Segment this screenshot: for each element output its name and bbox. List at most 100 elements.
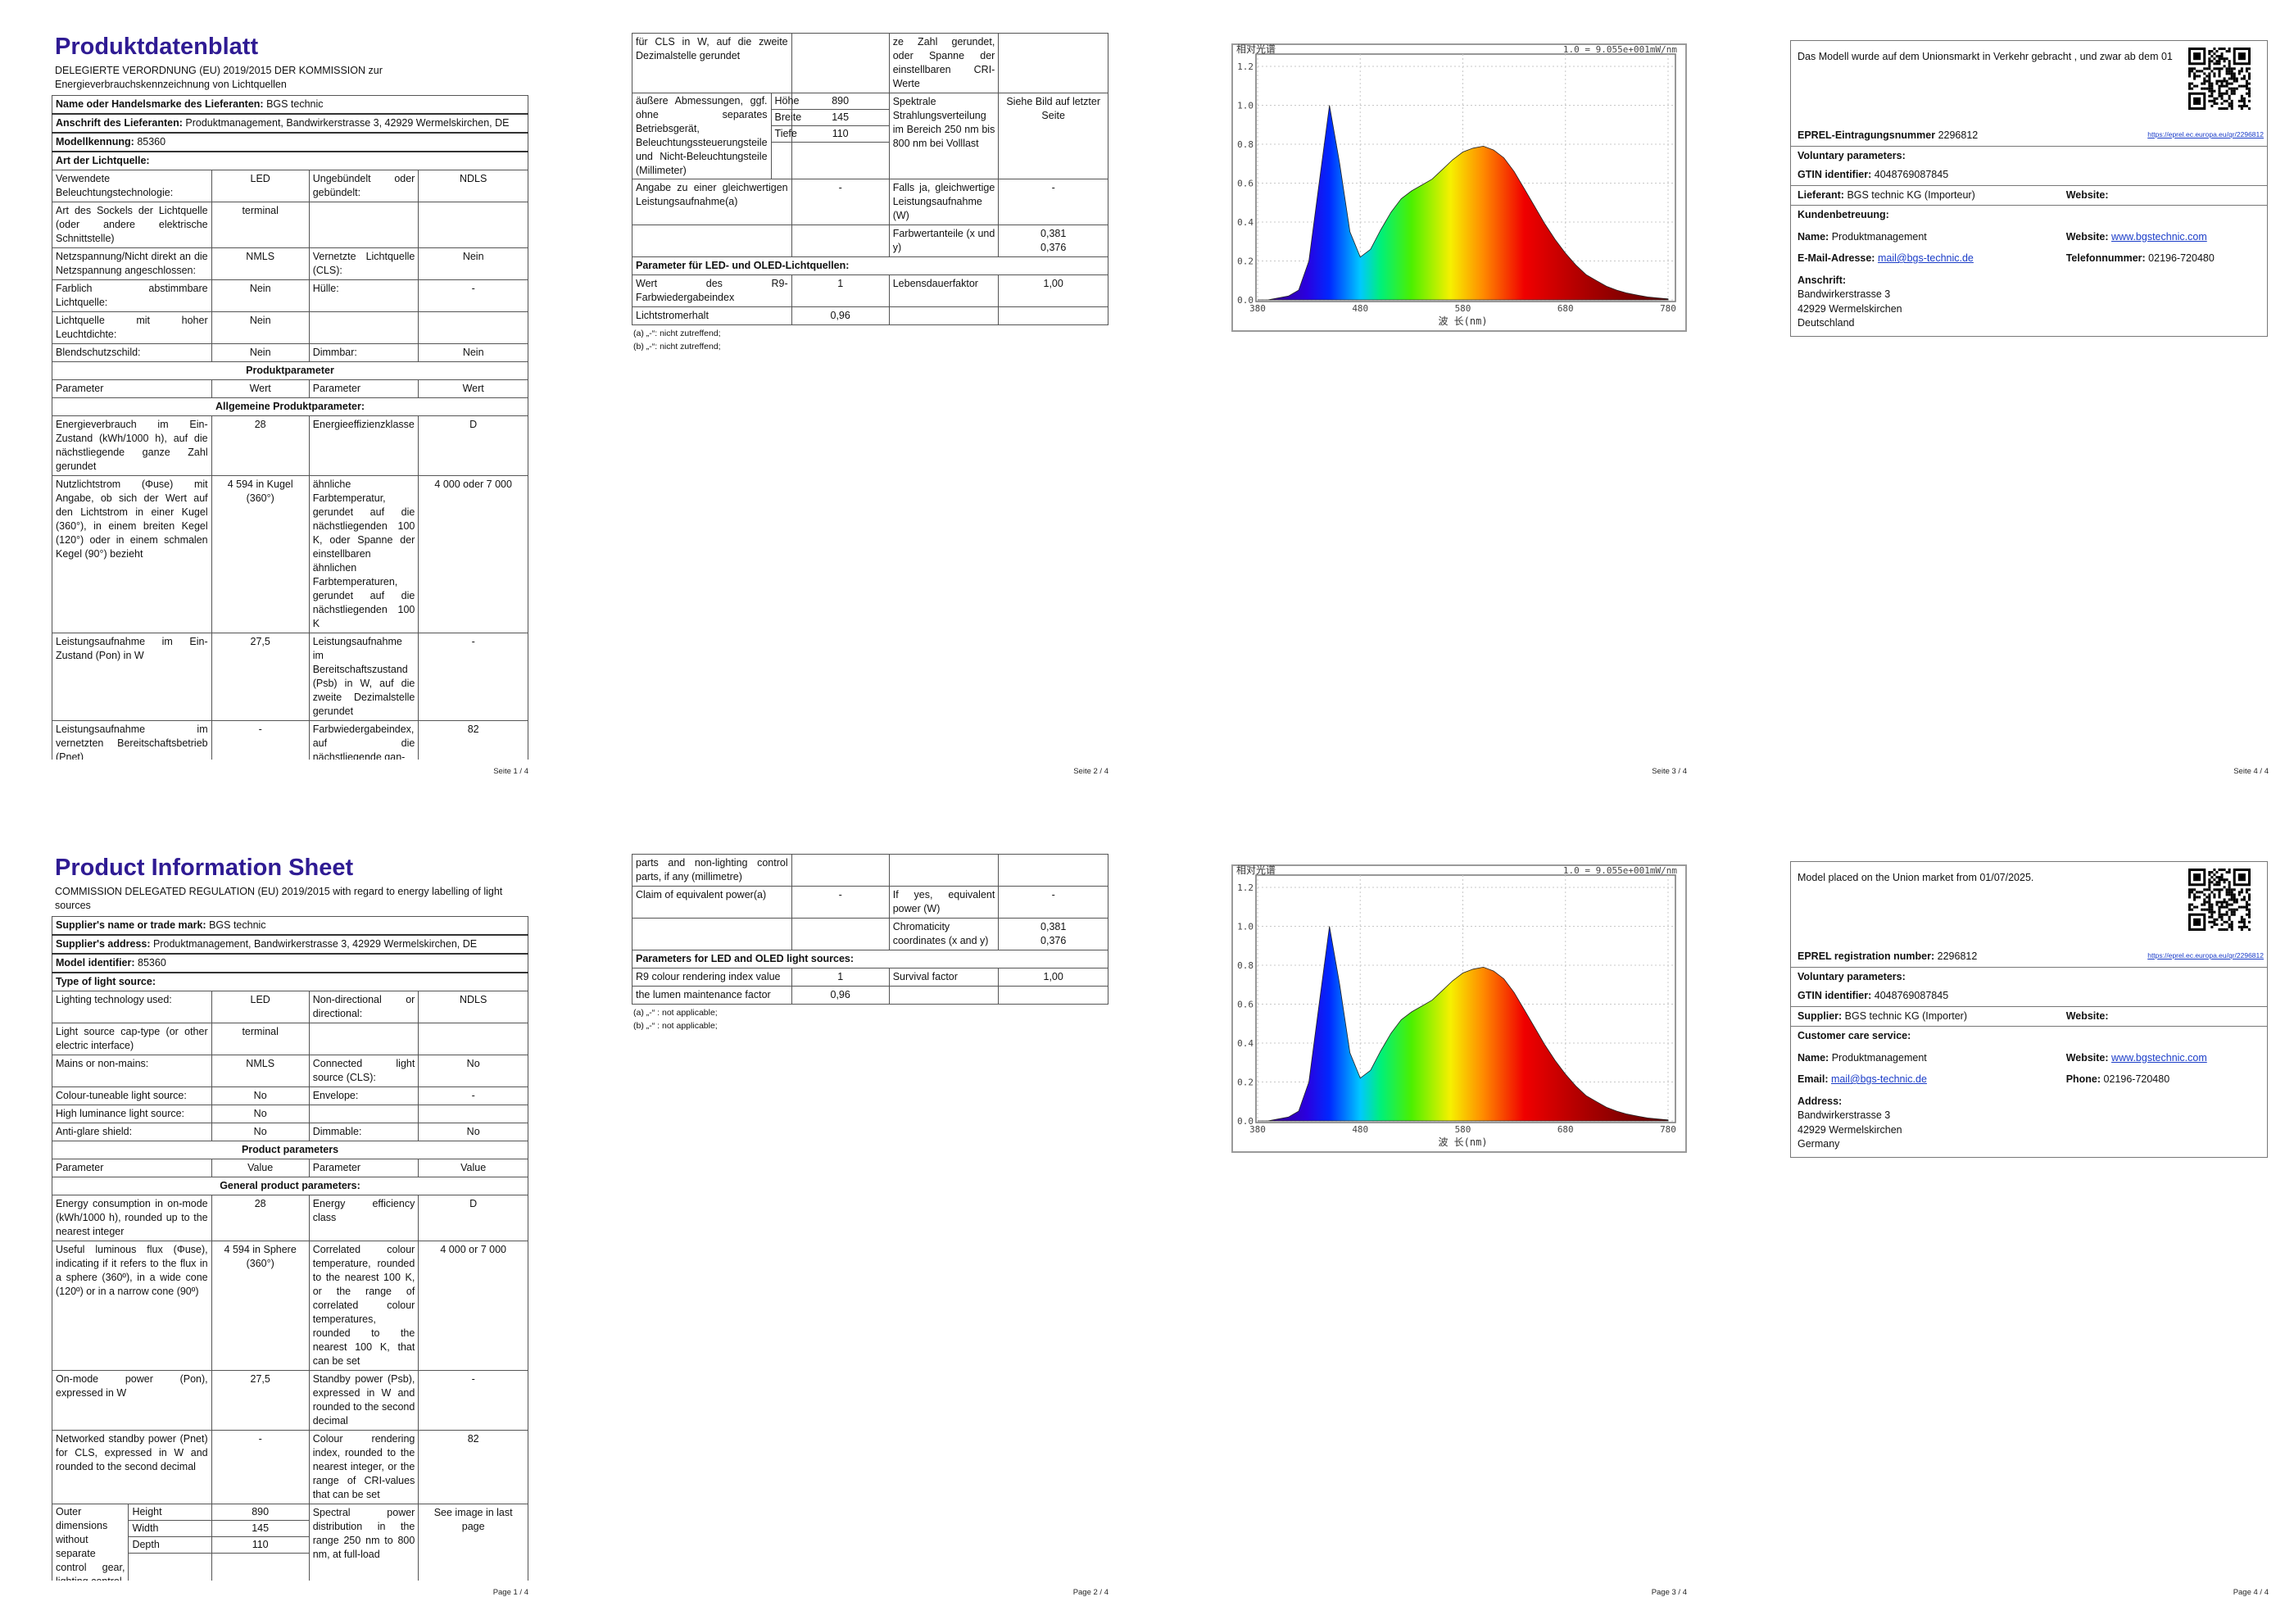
table-cell: No [211, 1086, 310, 1105]
qr-module [2188, 903, 2192, 906]
contact-field: Name: Produktmanagement [1798, 230, 2066, 245]
qr-module [2237, 99, 2241, 102]
qr-module [2240, 70, 2243, 73]
qr-module [2228, 62, 2231, 66]
qr-module [2203, 888, 2206, 891]
qr-module [2218, 876, 2221, 879]
table-cell: 4 000 or 7 000 [418, 1240, 528, 1371]
table-row: Leistungsaufnahme im vernetzten Bereitsc… [52, 719, 528, 760]
qr-module [2213, 102, 2216, 105]
qr-module [2230, 75, 2233, 78]
table-cell: NMLS [211, 247, 310, 280]
field-value: BGS technic KG (Importer) [1844, 1009, 1968, 1022]
cell-text: terminal [242, 204, 279, 216]
table-cell: Type of light source: [52, 972, 528, 991]
qr-module [2228, 898, 2231, 901]
qr-module [2198, 891, 2201, 894]
qr-module [2213, 918, 2216, 921]
table-cell: äußere Abmessungen, ggf. ohne separates … [632, 93, 805, 179]
table-row: für CLS in W, auf die zweite Dezimalstel… [632, 33, 1108, 93]
table-cell: 4 000 oder 7 000 [418, 474, 528, 633]
table-row: äußere Abmessungen, ggf. ohne separates … [632, 93, 1108, 179]
table-row: Product parameters [52, 1140, 528, 1159]
contact-link[interactable]: www.bgstechnic.com [2111, 1051, 2207, 1064]
qr-module [2223, 48, 2226, 51]
qr-module [2240, 107, 2243, 110]
y-tick-label: 0.6 [1237, 179, 1254, 189]
table-cell: Wert [418, 379, 528, 398]
qr-module [2193, 905, 2197, 909]
qr-module [2210, 920, 2214, 923]
address-line: Deutschland [1798, 317, 1855, 329]
qr-finder [2193, 918, 2201, 926]
cell-text: Dimmable: [312, 1125, 362, 1137]
cell-text: - [471, 282, 475, 294]
table-cell: 890 145 110 [211, 1503, 310, 1581]
table-cell [998, 33, 1108, 93]
qr-module [2208, 881, 2211, 884]
contact-link[interactable]: mail@bgs-technic.de [1877, 252, 1974, 264]
cell-text: Correlated colour temperature, rounded t… [312, 1243, 415, 1367]
dimension-row: 145 [211, 1520, 309, 1537]
eprel-row: EPREL-Eintragungsnummer 2296812 https://e… [1791, 126, 2267, 147]
qr-module [2210, 925, 2214, 928]
qr-module [2218, 905, 2221, 909]
table-cell: Vernetzte Lichtquelle (CLS): [308, 247, 419, 280]
qr-module [2218, 896, 2221, 899]
contact-row: E-Mail-Adresse: mail@bgs-technic.de Telef… [1791, 247, 2267, 269]
qr-module [2210, 881, 2214, 884]
qr-code [2188, 869, 2251, 931]
qr-module [2215, 900, 2219, 904]
data-table: Supplier's name or trade mark: BGS techn… [52, 915, 528, 1581]
qr-module [2218, 67, 2221, 70]
qr-module [2213, 97, 2216, 100]
qr-module [2228, 70, 2231, 73]
qr-module [2208, 910, 2211, 914]
qr-module [2230, 891, 2233, 894]
qr-module [2230, 99, 2233, 102]
y-tick-label: 0.8 [1237, 139, 1254, 150]
regulation: COMMISSION DELEGATED REGULATION (EU) 201… [55, 885, 503, 911]
table-cell [888, 854, 1000, 887]
qr-module [2230, 107, 2233, 110]
qr-module [2228, 869, 2231, 872]
table-cell: 82 [418, 1429, 528, 1504]
qr-module [2210, 89, 2214, 93]
qr-module [2203, 79, 2206, 83]
qr-finder [2193, 873, 2201, 882]
contact-link[interactable]: www.bgstechnic.com [2111, 230, 2207, 243]
qr-module [2201, 903, 2204, 906]
info-box: Model placed on the Union market from 01… [1790, 861, 2268, 1158]
qr-module [2237, 920, 2241, 923]
qr-module [2208, 79, 2211, 83]
qr-module [2215, 67, 2219, 70]
dimension-names: äußere Abmessungen, ggf. ohne separates … [632, 93, 805, 179]
table-cell: terminal [211, 201, 310, 248]
x-tick-label: 480 [1352, 303, 1368, 314]
cell-text: - [258, 1432, 262, 1445]
table-cell: Anti-glare shield: [52, 1122, 212, 1141]
field-label: Phone: [2065, 1073, 2101, 1085]
cell-text: 1 [837, 278, 844, 289]
eprel-link[interactable]: https://eprel.ec.europa.eu/qr/2296812 [2147, 130, 2264, 138]
table-cell [418, 1022, 528, 1055]
qr-module [2196, 70, 2199, 73]
qr-module [2218, 928, 2221, 931]
table-cell: Supplier's name or trade mark: BGS techn… [52, 915, 528, 936]
qr-module [2230, 896, 2233, 899]
table-cell: Parameter [308, 1158, 419, 1177]
table-row: Energieverbrauch im Ein-Zustand (kWh/100… [52, 415, 528, 476]
qr-module [2206, 900, 2209, 904]
table-cell: Claim of equivalent power(a) [632, 886, 792, 919]
cell-text: Chromaticity coordinates (x and y) [892, 921, 989, 946]
qr-module [2220, 67, 2224, 70]
contact-link[interactable]: mail@bgs-technic.de [1831, 1073, 1927, 1085]
qr-module [2228, 104, 2231, 107]
table-cell: Leistungsaufnahme im vernetzten Bereitsc… [52, 719, 212, 760]
qr-module [2196, 896, 2199, 899]
table-cell: On-mode power (Pon), expressed in W [52, 1369, 212, 1431]
field-label: Telefonnummer: [2065, 252, 2146, 264]
eprel-link[interactable]: https://eprel.ec.europa.eu/qr/2296812 [2147, 951, 2264, 959]
annotation: 1.0 = 9.055e+001mW/nm [1563, 44, 1677, 55]
qr-module [2213, 878, 2216, 882]
